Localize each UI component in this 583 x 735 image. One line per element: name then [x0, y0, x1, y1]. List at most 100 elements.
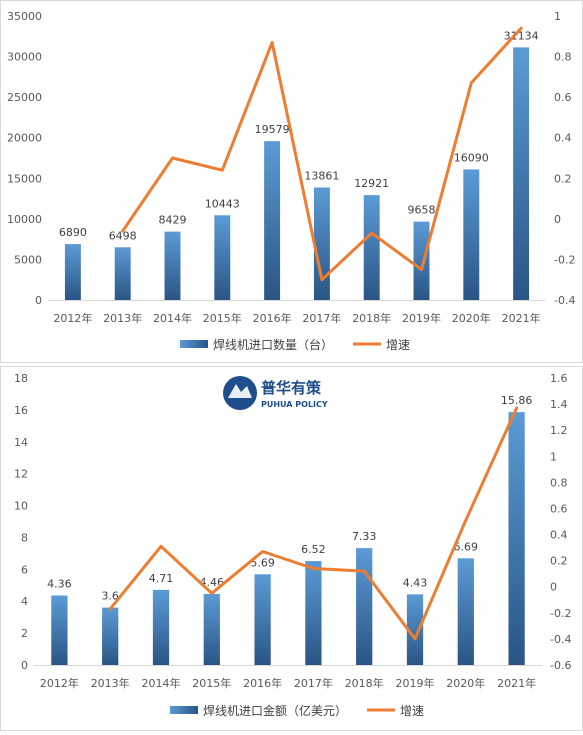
- chart-2-y-left-tick: 18: [14, 372, 28, 385]
- chart-2-y-left-tick: 0: [21, 659, 28, 672]
- chart-1-bar: [463, 169, 480, 300]
- chart-2-x-tick: 2014年: [142, 676, 181, 690]
- chart-1-data-label: 9658: [408, 204, 436, 217]
- chart-2-data-label: 4.36: [47, 577, 72, 590]
- chart-1-x-tick: 2020年: [452, 311, 491, 325]
- chart-2-y-right-tick: 0.6: [550, 502, 568, 515]
- chart-1-data-label: 8429: [159, 214, 187, 227]
- chart-2-legend-bar-label: 焊线机进口金额（亿美元）: [203, 703, 347, 718]
- chart-2-y-right-tick: -0.6: [550, 659, 571, 672]
- chart-1-y-left-tick: 25000: [7, 91, 42, 104]
- chart-2-x-tick: 2017年: [294, 676, 333, 690]
- chart-2-y-right-tick: 0.2: [550, 555, 568, 568]
- chart-2-x-tick: 2018年: [345, 676, 384, 690]
- chart-1-frame: [0, 0, 583, 363]
- chart-1-data-label: 6498: [109, 229, 137, 242]
- chart-1-x-tick: 2019年: [402, 311, 441, 325]
- chart-1-x-tick: 2021年: [502, 311, 541, 325]
- chart-1-x-tick: 2016年: [253, 311, 292, 325]
- chart-2-y-left-tick: 14: [14, 436, 28, 449]
- chart-2-bar: [152, 589, 170, 665]
- chart-2-x-tick: 2019年: [396, 676, 435, 690]
- chart-2-growth-line: [108, 406, 519, 641]
- chart-1-y-right-tick: 0.2: [554, 172, 572, 185]
- chart-1-x-tick: 2014年: [153, 311, 192, 325]
- chart-2-frame: [0, 366, 583, 731]
- chart-2-y-left-tick: 6: [21, 563, 28, 576]
- chart-2-y-left-tick: 12: [14, 468, 28, 481]
- chart-1-x-tick: 2017年: [302, 311, 341, 325]
- chart-2-bar: [356, 548, 373, 665]
- chart-1-bar: [164, 231, 181, 300]
- chart-2-y-right-tick: -0.2: [550, 607, 571, 620]
- chart-1-data-label: 16090: [454, 151, 489, 164]
- chart-2-y-left-tick: 4: [21, 595, 28, 608]
- chart-1-y-left-tick: 10000: [7, 213, 42, 226]
- chart-2-data-label: 15.86: [501, 394, 533, 407]
- chart-2-y-right-tick: 1: [550, 450, 557, 463]
- chart-2-y-right-tick: 1.4: [550, 398, 568, 411]
- chart-1-y-right-tick: -0.4: [554, 294, 575, 307]
- chart-1-x-tick: 2012年: [53, 311, 92, 325]
- chart-2-y-right-tick: 1.6: [550, 372, 568, 385]
- chart-1-growth-line: [121, 26, 523, 282]
- chart-2-x-tick: 2016年: [243, 676, 282, 690]
- chart-1-data-label: 12921: [354, 177, 389, 190]
- chart-2-x-tick: 2020年: [446, 676, 485, 690]
- chart-1-legend-line-label: 增速: [386, 338, 410, 352]
- chart-1-y-left-tick: 20000: [7, 132, 42, 145]
- chart-1-x-tick: 2015年: [203, 311, 242, 325]
- chart-2-data-label: 4.71: [149, 572, 174, 585]
- chart-1-x-tick: 2018年: [352, 311, 391, 325]
- chart-1-bar: [513, 47, 530, 300]
- logo: 普华有策 PUHUA POLICY: [223, 376, 328, 410]
- chart-2-bar: [51, 595, 68, 665]
- chart-2-x-tick: 2021年: [497, 676, 536, 690]
- chart-2-y-right-tick: -0.4: [550, 633, 571, 646]
- chart-1-y-right-tick: 0.4: [554, 132, 572, 145]
- chart-2-bar: [406, 594, 424, 665]
- chart-2-y-right-tick: 0.8: [550, 476, 568, 489]
- chart-2-bar: [457, 558, 474, 665]
- chart-1-y-left-tick: 30000: [7, 51, 42, 64]
- chart-1-x-tick: 2013年: [103, 311, 142, 325]
- chart-1-bar: [413, 221, 430, 300]
- chart-2: 0 2 4 6 8 10 12 14 16 18 -0.6 -0.4 -0.2 0 0.2 0.4 0.6 0.8…: [14, 372, 571, 718]
- chart-2-y-right-tick: 0: [550, 581, 557, 594]
- chart-2-y-right-tick: 1.2: [550, 424, 568, 437]
- logo-mountain-icon: [228, 384, 252, 398]
- chart-1-data-label: 6890: [59, 226, 87, 239]
- chart-1-bar: [264, 141, 281, 300]
- chart-2-bar: [254, 574, 271, 665]
- chart-2-data-label: 5.69: [250, 556, 275, 569]
- chart-1-bar: [313, 187, 330, 300]
- chart-1-bar: [363, 195, 380, 300]
- chart-2-x-tick: 2013年: [91, 676, 130, 690]
- chart-2-y-left-tick: 2: [21, 627, 28, 640]
- chart-2-legend-line-label: 增速: [400, 704, 424, 718]
- chart-2-bar: [305, 561, 322, 665]
- logo-subtitle: PUHUA POLICY: [261, 400, 328, 409]
- chart-2-x-tick: 2012年: [40, 676, 79, 690]
- chart-1-y-right-tick: 0: [554, 213, 561, 226]
- chart-2-y-left-tick: 8: [21, 531, 28, 544]
- chart-1-y-left-tick: 35000: [7, 10, 42, 23]
- chart-2-data-label: 3.6: [101, 590, 119, 603]
- chart-1-legend-bar-label: 焊线机进口数量（台）: [213, 337, 333, 352]
- chart-1-y-right-tick: 1: [554, 10, 561, 23]
- chart-1-legend-bar-swatch: [180, 340, 208, 348]
- chart-1-y-left-tick: 0: [35, 294, 42, 307]
- chart-1-bar: [114, 247, 131, 300]
- chart-2-data-label: 6.52: [301, 543, 326, 556]
- chart-1-y-right-tick: -0.2: [554, 253, 575, 266]
- chart-1-data-label: 19579: [255, 123, 290, 136]
- chart-2-bar: [508, 412, 525, 665]
- chart-2-bar: [203, 593, 220, 665]
- chart-1-data-label: 10443: [205, 197, 240, 210]
- chart-2-data-label: 4.43: [403, 576, 428, 589]
- logo-title: 普华有策: [261, 379, 322, 397]
- chart-2-y-right-tick: 0.4: [550, 529, 568, 542]
- chart-2-y-left-tick: 16: [14, 404, 28, 417]
